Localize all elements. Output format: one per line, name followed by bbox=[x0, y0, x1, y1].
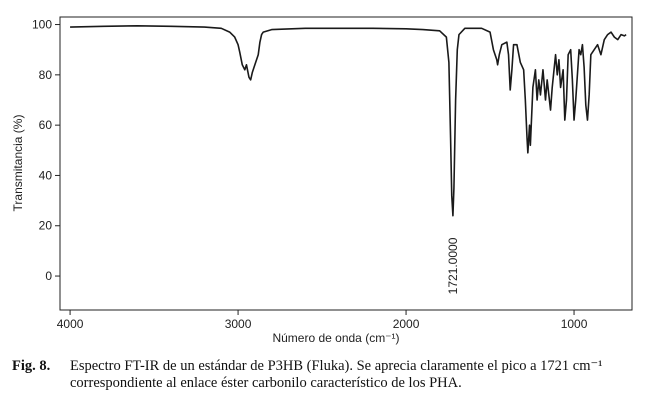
y-tick-label: 20 bbox=[39, 219, 53, 233]
y-tick-label: 40 bbox=[39, 168, 53, 182]
y-axis-label: Transmitancia (%) bbox=[11, 115, 25, 212]
spectrum-line bbox=[70, 25, 627, 217]
chart: Número de onda (cm⁻¹) Transmitancia (%) … bbox=[11, 16, 633, 345]
x-tick-label: 4000 bbox=[57, 317, 84, 331]
x-tick-label: 1000 bbox=[561, 317, 588, 331]
x-tick-label: 3000 bbox=[225, 317, 252, 331]
y-tick-label: 80 bbox=[39, 68, 53, 82]
plot-frame bbox=[59, 16, 633, 311]
caption-text: Espectro FT-IR de un estándar de P3HB (F… bbox=[70, 358, 603, 391]
caption: Fig. 8. Espectro FT-IR de un estándar de… bbox=[12, 358, 642, 392]
y-tick-label: 0 bbox=[45, 269, 52, 283]
figure-label: Fig. 8. bbox=[12, 358, 51, 374]
x-axis-label: Número de onda (cm⁻¹) bbox=[272, 331, 399, 345]
peak-annotation: 1721.0000 bbox=[446, 237, 460, 294]
y-tick-label: 60 bbox=[39, 118, 53, 132]
x-tick-label: 2000 bbox=[393, 317, 420, 331]
y-tick-label: 100 bbox=[32, 18, 52, 32]
